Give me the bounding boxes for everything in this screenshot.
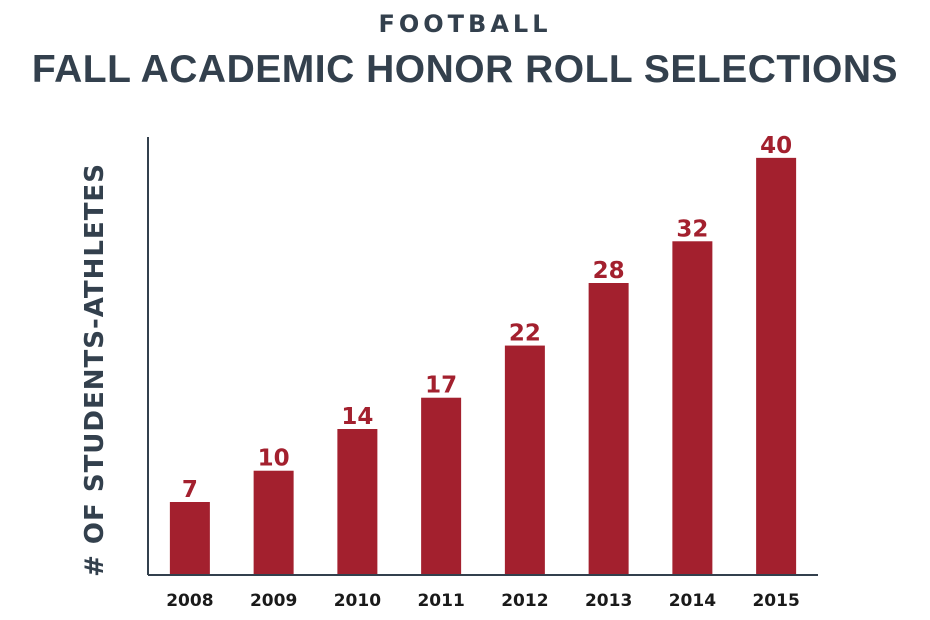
x-tick-label-2010: 2010 [334, 591, 381, 611]
bar-2015 [756, 157, 797, 575]
value-label-2014: 32 [676, 216, 708, 242]
value-label-2013: 28 [593, 258, 625, 284]
x-tick-label-2012: 2012 [501, 591, 548, 611]
x-tick-label-2008: 2008 [166, 591, 213, 611]
bar-2012 [504, 345, 545, 575]
value-label-2009: 10 [258, 446, 290, 472]
bar-2011 [421, 397, 462, 575]
x-tick-label-2009: 2009 [250, 591, 297, 611]
value-label-2008: 7 [182, 477, 198, 503]
value-label-2011: 17 [425, 373, 457, 399]
x-tick-label-2014: 2014 [669, 591, 716, 611]
x-tick-label-2015: 2015 [752, 591, 799, 611]
chart-super-title: FOOTBALL [378, 10, 552, 38]
value-label-2012: 22 [509, 321, 541, 347]
x-tick-label-2013: 2013 [585, 591, 632, 611]
bar-2009 [253, 470, 294, 575]
bar-2010 [337, 429, 378, 575]
chart-title: FALL ACADEMIC HONOR ROLL SELECTIONS [31, 48, 899, 91]
bar-2008 [169, 502, 210, 575]
value-labels-group: 7 10 14 17 22 28 32 40 [182, 133, 792, 503]
x-tick-labels-group: 2008 2009 2010 2011 2012 2013 2014 2015 [166, 591, 800, 611]
value-label-2015: 40 [760, 133, 792, 159]
bar-2013 [588, 283, 629, 575]
value-label-2010: 14 [341, 404, 373, 430]
bar-2014 [672, 241, 713, 576]
x-tick-label-2011: 2011 [417, 591, 464, 611]
bars-group [169, 157, 797, 576]
